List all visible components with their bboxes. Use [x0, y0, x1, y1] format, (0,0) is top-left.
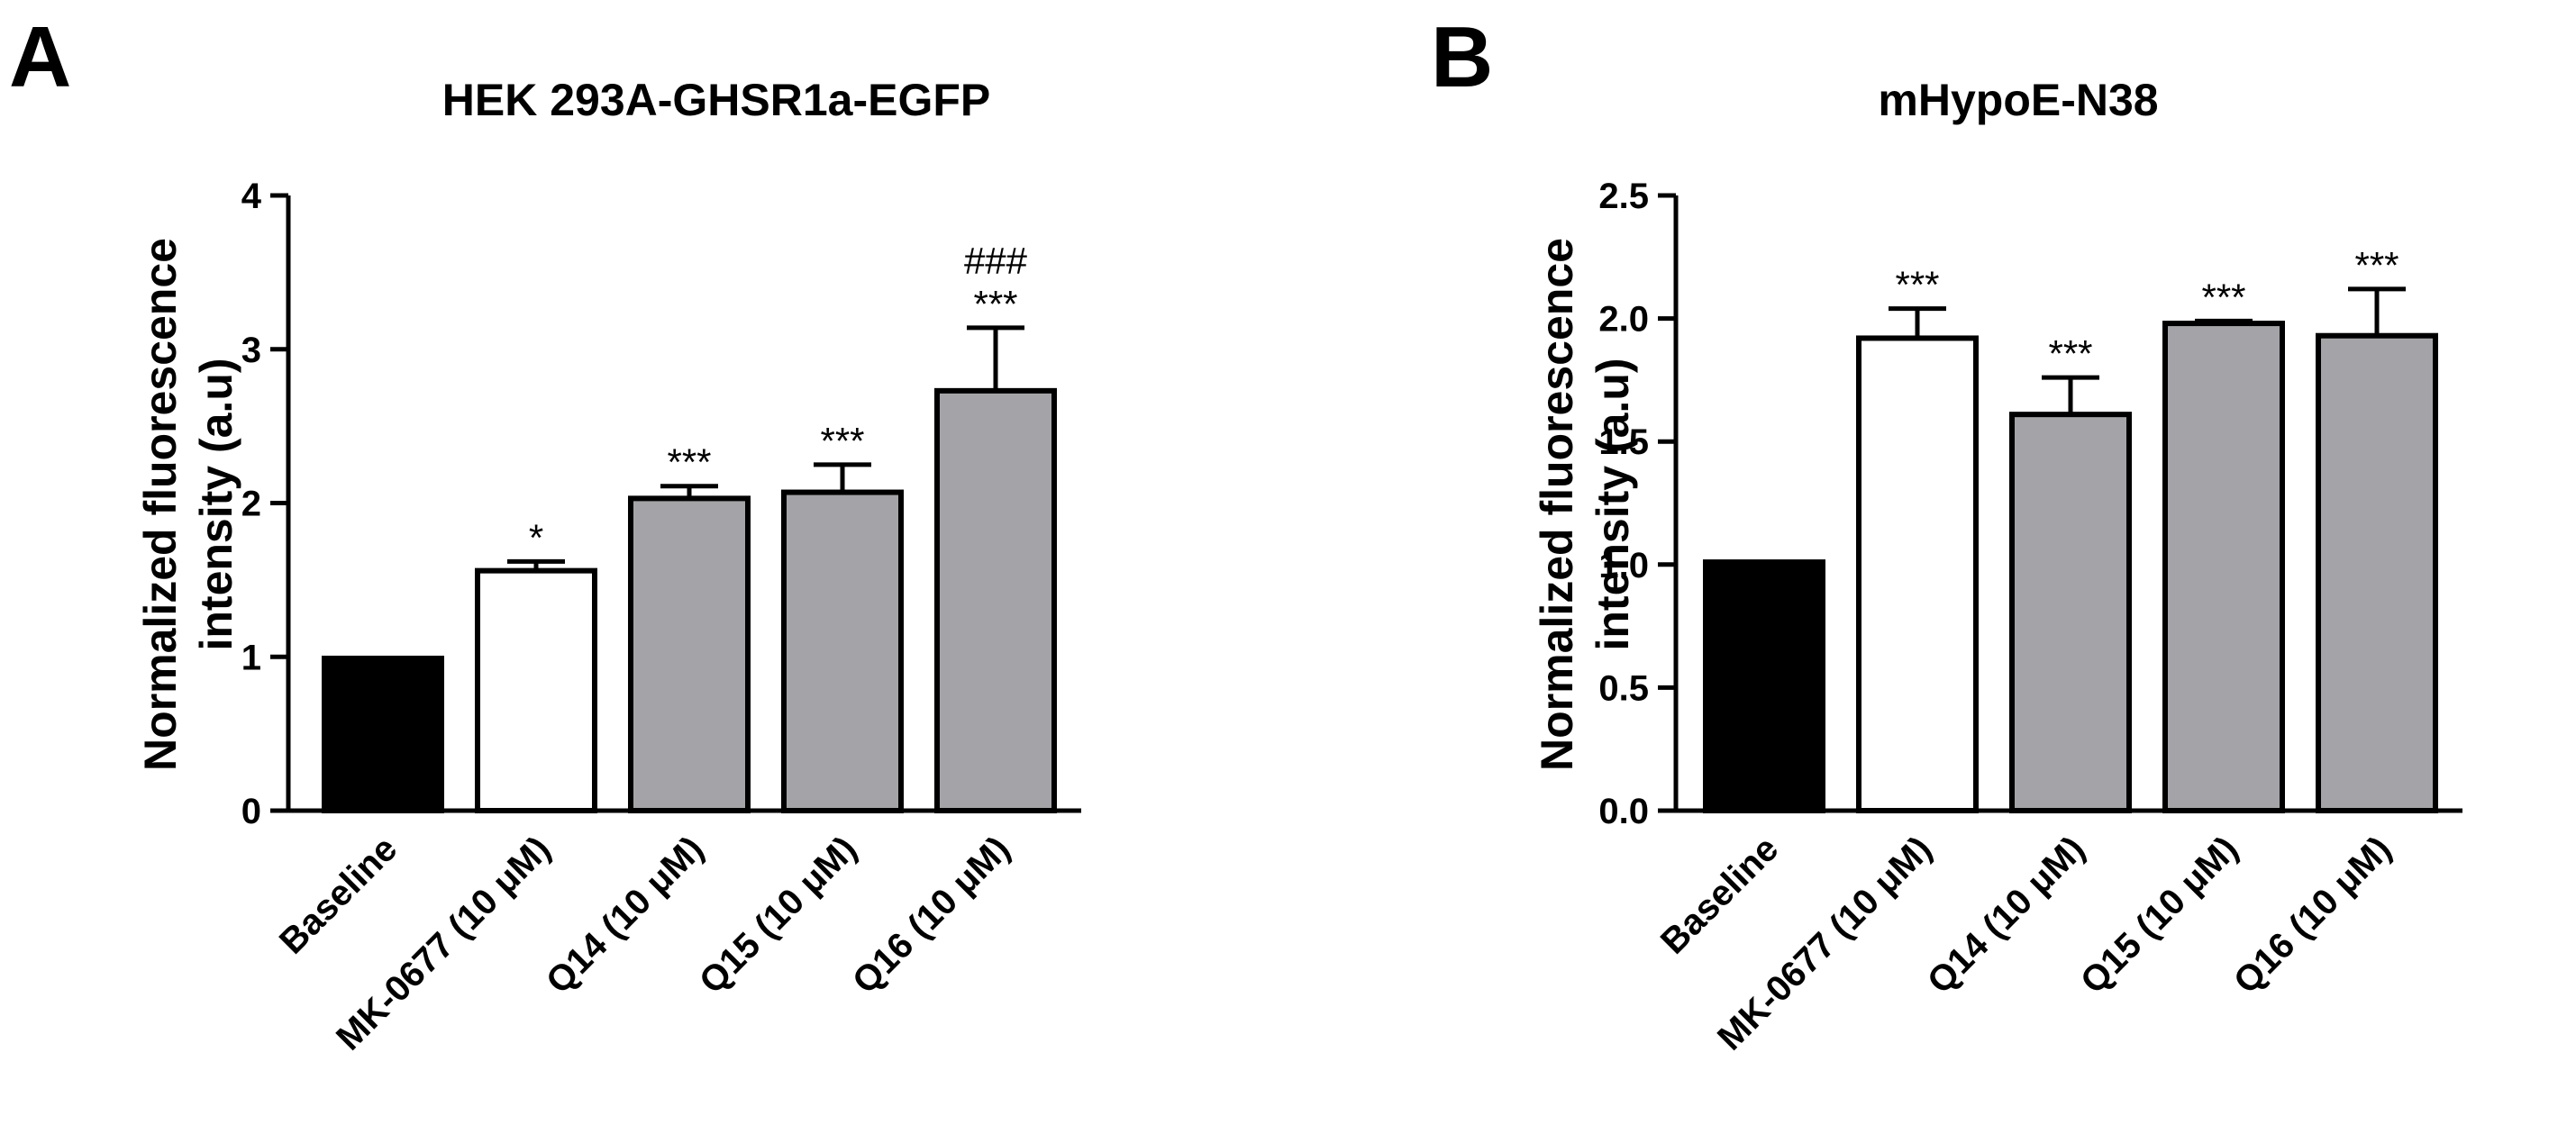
y-tick-label-a-2: 2 [241, 485, 261, 524]
bar-b-3 [2162, 321, 2285, 813]
y-axis-label-b-line1: Normalized fluorescence [1532, 238, 1582, 771]
panel-letter-b: B [1431, 9, 1493, 105]
y-axis-label-a-line1: Normalized fluorescence [135, 238, 186, 771]
significance-label-a-4-0: ### [964, 240, 1028, 282]
panel-a: A HEK 293A-GHSR1a-EGFP Normalized fluore… [9, 9, 1081, 1058]
bar-b-1 [1856, 335, 1979, 813]
y-tick-label-b-4: 2.0 [1598, 300, 1649, 340]
panel-b: B mHypoE-N38 Normalized fluorescence int… [1431, 9, 2462, 1058]
bar-a-0 [322, 655, 444, 814]
significance-label-b-1-0: *** [1895, 264, 1939, 306]
bar-b-4 [2316, 332, 2438, 813]
y-tick-label-a-3: 3 [241, 331, 261, 370]
category-label-a-4: Q16 (10 μM) [845, 829, 1017, 1001]
y-tick-label-a-1: 1 [241, 638, 261, 677]
y-axis-label-b-line2: intensity (a.u) [1588, 358, 1638, 650]
bar-a-1 [475, 567, 597, 813]
category-label-b-4: Q16 (10 μM) [2226, 829, 2399, 1001]
y-tick-label-a-0: 0 [241, 792, 261, 831]
category-label-b-0: Baseline [1653, 829, 1786, 961]
category-label-a-3: Q15 (10 μM) [692, 829, 864, 1001]
y-axis-label-a-line2: intensity (a.u) [191, 358, 241, 650]
significance-label-a-4-1: *** [973, 283, 1017, 325]
significance-label-b-2-0: *** [2048, 332, 2092, 375]
bar-a-4 [934, 387, 1057, 813]
y-tick-label-b-5: 2.5 [1598, 177, 1649, 216]
category-label-b-2: Q14 (10 μM) [1920, 829, 2092, 1001]
y-tick-label-b-3: 1.5 [1598, 422, 1649, 462]
bar-b-2 [2009, 412, 2132, 813]
y-tick-label-a-4: 4 [241, 177, 262, 216]
significance-label-b-3-0: *** [2201, 276, 2245, 318]
y-axis-label-a: Normalized fluorescence intensity (a.u) [135, 238, 241, 771]
category-label-a-2: Q14 (10 μM) [539, 829, 711, 1001]
category-label-a-0: Baseline [272, 829, 405, 961]
chart-title-a: HEK 293A-GHSR1a-EGFP [442, 75, 991, 125]
y-axis-label-b: Normalized fluorescence intensity (a.u) [1532, 238, 1638, 771]
significance-label-a-1-0: * [529, 516, 543, 558]
bar-b-0 [1703, 559, 1825, 813]
y-tick-label-b-1: 0.5 [1598, 668, 1649, 708]
bar-a-2 [628, 495, 751, 813]
chart-title-b: mHypoE-N38 [1878, 75, 2158, 125]
significance-label-a-3-0: *** [820, 420, 864, 462]
panel-letter-a: A [9, 9, 71, 105]
y-tick-label-b-0: 0.0 [1598, 792, 1649, 831]
significance-label-a-2-0: *** [667, 441, 711, 484]
significance-label-b-4-0: *** [2354, 244, 2399, 286]
category-label-b-3: Q15 (10 μM) [2073, 829, 2245, 1001]
bar-a-3 [781, 489, 904, 813]
y-tick-label-b-2: 1.0 [1598, 546, 1649, 585]
